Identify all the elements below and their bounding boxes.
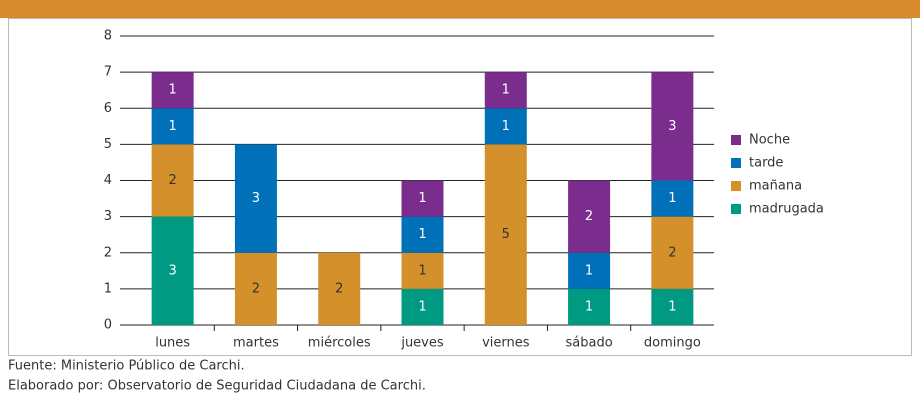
- legend-label: tarde: [749, 156, 783, 171]
- value-label: 1: [418, 191, 426, 206]
- bar-segment: [151, 144, 194, 217]
- value-label: 2: [169, 173, 177, 188]
- bar-segment: [651, 180, 694, 217]
- value-label: 3: [252, 191, 260, 206]
- value-label: 1: [418, 299, 426, 314]
- y-tick-label: 0: [104, 318, 112, 333]
- bar-segment: [484, 144, 527, 325]
- legend-swatch: [731, 204, 741, 214]
- bar-segment: [568, 288, 611, 325]
- x-tick-label: viernes: [482, 336, 530, 351]
- x-tick-label: sábado: [565, 336, 612, 351]
- value-label: 5: [502, 227, 510, 242]
- source-note: Fuente: Ministerio Público de Carchi.: [8, 359, 245, 374]
- y-tick-label: 5: [104, 137, 112, 152]
- x-tick-label: jueves: [400, 336, 444, 351]
- value-label: 1: [668, 299, 676, 314]
- y-tick-label: 3: [104, 209, 112, 224]
- x-tick-label: lunes: [155, 336, 190, 351]
- bar-segment: [151, 108, 194, 145]
- bar-segment: [651, 72, 694, 181]
- value-label: 2: [335, 281, 343, 296]
- bar-segment: [318, 252, 361, 325]
- frame: [8, 18, 912, 356]
- value-label: 1: [169, 83, 177, 98]
- value-label: 1: [418, 227, 426, 242]
- y-tick-label: 1: [104, 281, 112, 296]
- header-bar: [0, 0, 920, 18]
- value-label: 1: [585, 263, 593, 278]
- value-label: 1: [169, 119, 177, 134]
- bar-segment: [401, 180, 444, 217]
- bar-segment: [568, 252, 611, 289]
- value-label: 2: [252, 281, 260, 296]
- bar-segment: [484, 108, 527, 145]
- y-tick-label: 2: [104, 245, 112, 260]
- legend-swatch: [731, 135, 741, 145]
- value-label: 3: [169, 263, 177, 278]
- bar-segment: [568, 180, 611, 253]
- y-tick-label: 7: [104, 65, 112, 80]
- bar-segment: [234, 144, 277, 253]
- legend-swatch: [731, 158, 741, 168]
- value-label: 1: [585, 299, 593, 314]
- bar-segment: [234, 252, 277, 325]
- value-label: 1: [502, 83, 510, 98]
- bar-segment: [151, 72, 194, 109]
- value-label: 1: [668, 191, 676, 206]
- bar-segment: [651, 216, 694, 289]
- y-tick-label: 6: [104, 101, 112, 116]
- legend-swatch: [731, 181, 741, 191]
- bar-segment: [651, 288, 694, 325]
- x-tick-label: domingo: [644, 336, 701, 351]
- value-label: 1: [418, 263, 426, 278]
- y-tick-label: 4: [104, 173, 112, 188]
- legend-label: madrugada: [749, 202, 824, 217]
- legend-label: mañana: [749, 179, 802, 194]
- value-label: 2: [585, 209, 593, 224]
- bar-segment: [401, 252, 444, 289]
- bar-segment: [151, 216, 194, 325]
- value-label: 3: [668, 119, 676, 134]
- x-tick-label: martes: [233, 336, 279, 351]
- x-tick-label: miércoles: [308, 336, 371, 351]
- y-tick-label: 8: [104, 29, 112, 44]
- value-label: 2: [668, 245, 676, 260]
- bar-segment: [484, 72, 527, 109]
- bar-segment: [401, 216, 444, 253]
- bar-segment: [401, 288, 444, 325]
- credit-note: Elaborado por: Observatorio de Seguridad…: [8, 379, 426, 394]
- legend-label: Noche: [749, 133, 790, 148]
- value-label: 1: [502, 119, 510, 134]
